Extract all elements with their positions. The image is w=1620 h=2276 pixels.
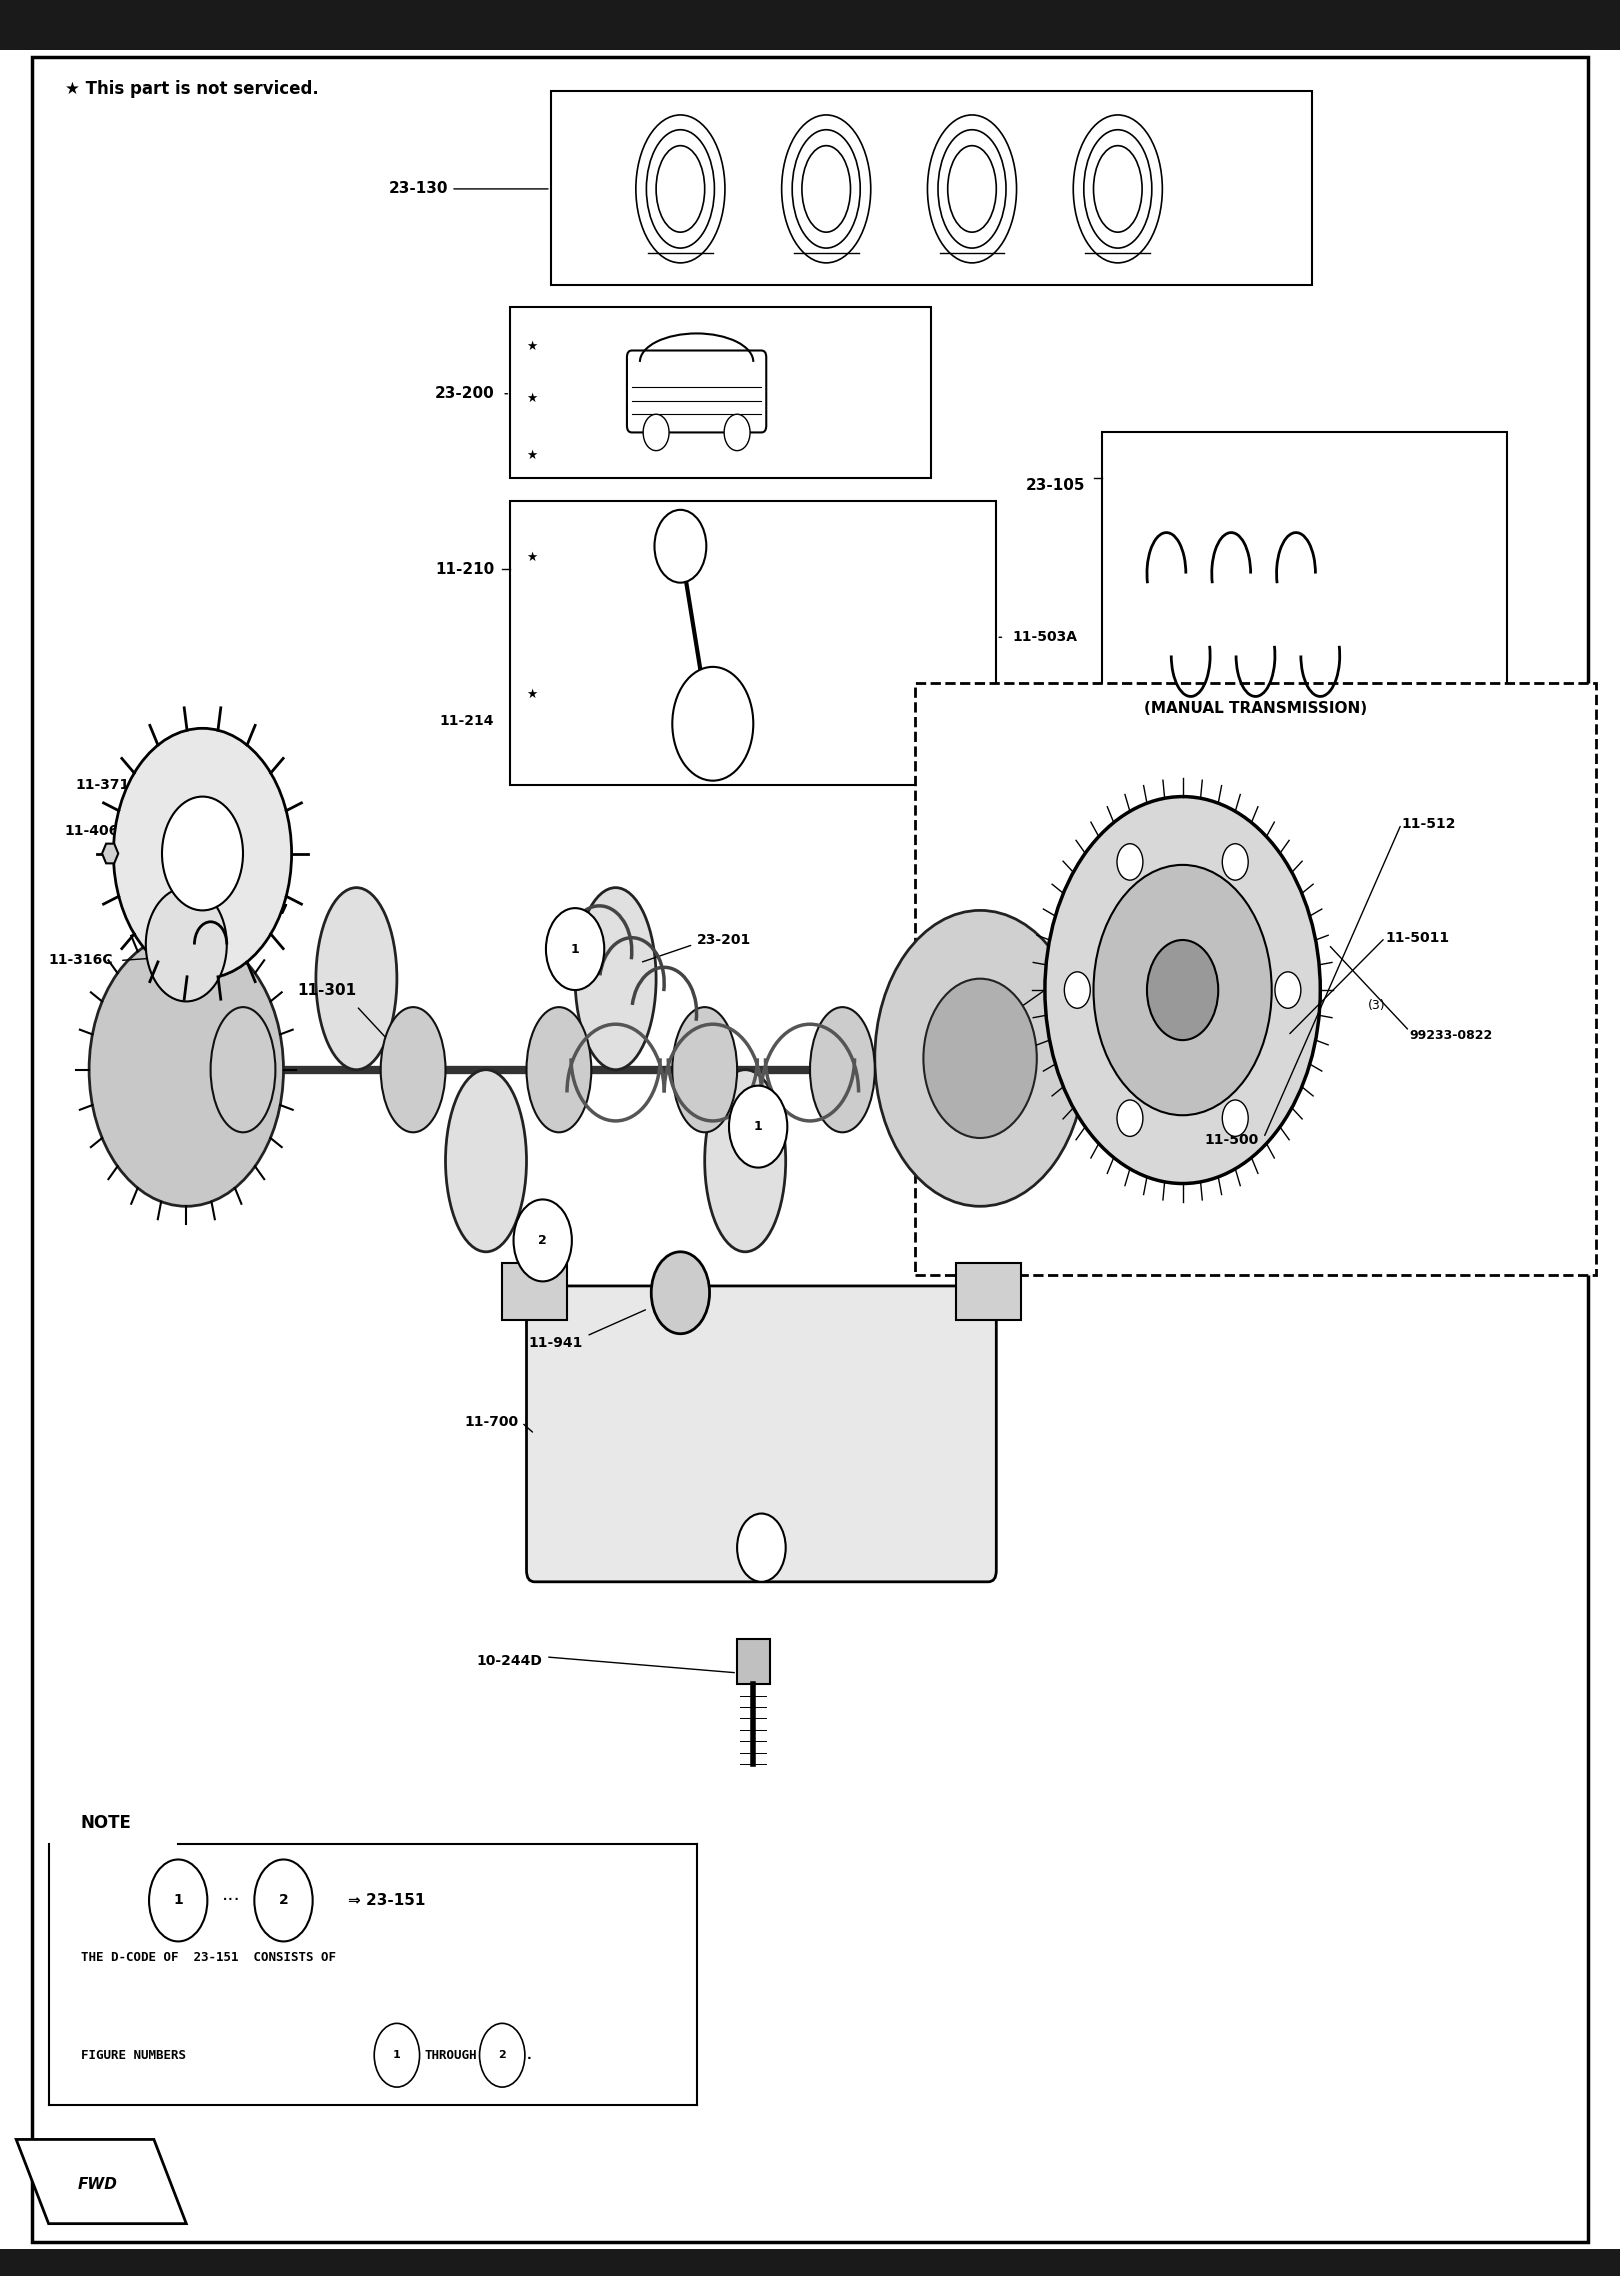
Circle shape [1118, 844, 1144, 881]
Circle shape [89, 933, 284, 1206]
Polygon shape [102, 844, 118, 863]
Text: ★ This part is not serviced.: ★ This part is not serviced. [65, 80, 319, 98]
Circle shape [480, 2023, 525, 2087]
Text: THROUGH: THROUGH [424, 2048, 476, 2062]
Text: 11-5011: 11-5011 [1385, 931, 1450, 945]
Text: THE D-CODE OF  23-151  CONSISTS OF: THE D-CODE OF 23-151 CONSISTS OF [81, 1951, 335, 1964]
Text: FIGURE NUMBERS: FIGURE NUMBERS [81, 2048, 186, 2062]
Text: 11-500: 11-500 [1204, 1133, 1259, 1147]
Ellipse shape [211, 1008, 275, 1133]
Text: ★: ★ [526, 339, 538, 353]
FancyBboxPatch shape [737, 1639, 770, 1684]
Circle shape [923, 979, 1037, 1138]
Text: ★: ★ [526, 551, 538, 564]
Circle shape [1147, 940, 1218, 1040]
Circle shape [149, 1859, 207, 1941]
Circle shape [643, 414, 669, 451]
Text: 1: 1 [173, 1894, 183, 1907]
FancyBboxPatch shape [0, 2249, 1620, 2276]
Text: 99233-0822: 99233-0822 [1409, 1029, 1492, 1042]
Text: 23-201: 23-201 [697, 933, 750, 947]
Text: (3): (3) [1369, 999, 1385, 1013]
Ellipse shape [672, 1008, 737, 1133]
Text: 23-130: 23-130 [389, 182, 548, 196]
Text: 10-244D: 10-244D [476, 1655, 543, 1668]
Circle shape [1094, 865, 1272, 1115]
FancyBboxPatch shape [510, 501, 996, 785]
Circle shape [1045, 797, 1320, 1184]
Ellipse shape [810, 1008, 875, 1133]
Circle shape [875, 910, 1085, 1206]
Text: 2: 2 [279, 1894, 288, 1907]
Circle shape [672, 667, 753, 781]
Text: 1: 1 [753, 1120, 763, 1133]
Text: 11-407: 11-407 [235, 904, 288, 917]
Text: 11-316C: 11-316C [49, 954, 113, 967]
Text: FWD: FWD [78, 2178, 117, 2192]
Circle shape [1064, 972, 1090, 1008]
Circle shape [146, 888, 227, 1001]
Circle shape [737, 1514, 786, 1582]
FancyBboxPatch shape [0, 0, 1620, 50]
Ellipse shape [575, 888, 656, 1070]
Text: 11-371: 11-371 [76, 778, 130, 792]
Text: 11-512: 11-512 [1401, 817, 1456, 831]
FancyBboxPatch shape [510, 307, 932, 478]
Text: ···: ··· [222, 1891, 240, 1910]
Text: 11-214: 11-214 [439, 715, 494, 728]
Circle shape [651, 1252, 710, 1334]
Circle shape [1221, 1099, 1247, 1136]
Text: 11-941: 11-941 [528, 1336, 583, 1350]
FancyBboxPatch shape [956, 1263, 1021, 1320]
Circle shape [1118, 1099, 1144, 1136]
Circle shape [162, 797, 243, 910]
FancyBboxPatch shape [502, 1263, 567, 1320]
Ellipse shape [446, 1070, 526, 1252]
Circle shape [729, 1086, 787, 1168]
FancyBboxPatch shape [627, 351, 766, 432]
Polygon shape [16, 2139, 186, 2224]
Circle shape [546, 908, 604, 990]
Circle shape [254, 1859, 313, 1941]
Text: ★: ★ [526, 391, 538, 405]
FancyBboxPatch shape [526, 1286, 996, 1582]
Ellipse shape [316, 888, 397, 1070]
Circle shape [1275, 972, 1301, 1008]
Circle shape [654, 510, 706, 583]
Circle shape [514, 1199, 572, 1281]
Circle shape [374, 2023, 420, 2087]
Text: .: . [526, 2048, 531, 2062]
Circle shape [113, 728, 292, 979]
Text: ★: ★ [526, 448, 538, 462]
Circle shape [724, 414, 750, 451]
Text: 2: 2 [499, 2051, 505, 2060]
Ellipse shape [381, 1008, 446, 1133]
Text: 1: 1 [570, 942, 580, 956]
FancyBboxPatch shape [1102, 432, 1507, 717]
Text: 1: 1 [394, 2051, 400, 2060]
Text: 11-301: 11-301 [298, 983, 356, 997]
Text: 11-303: 11-303 [940, 1017, 993, 1031]
Ellipse shape [705, 1070, 786, 1252]
Circle shape [1221, 844, 1247, 881]
Text: 11-210: 11-210 [434, 562, 494, 576]
Text: 23-200: 23-200 [434, 387, 494, 401]
Text: 11-406: 11-406 [65, 824, 118, 838]
Ellipse shape [526, 1008, 591, 1133]
Text: ★: ★ [526, 687, 538, 701]
Text: 11-503A: 11-503A [1012, 630, 1077, 644]
Text: 11-700: 11-700 [465, 1416, 518, 1429]
Text: 23-105: 23-105 [1025, 478, 1085, 494]
FancyBboxPatch shape [915, 683, 1596, 1275]
Text: 2: 2 [538, 1234, 548, 1247]
Text: (MANUAL TRANSMISSION): (MANUAL TRANSMISSION) [1144, 701, 1367, 717]
Text: ⇒ 23-151: ⇒ 23-151 [348, 1894, 426, 1907]
FancyBboxPatch shape [551, 91, 1312, 284]
Text: NOTE: NOTE [81, 1814, 131, 1832]
